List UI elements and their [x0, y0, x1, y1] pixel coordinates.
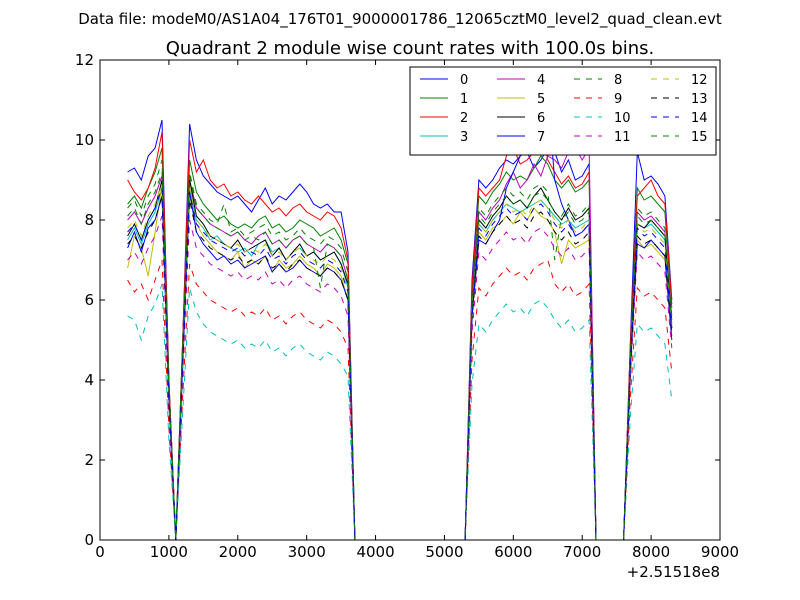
legend-box — [409, 66, 717, 156]
x-tick-label: 2000 — [219, 543, 257, 561]
y-tick-label: 12 — [75, 51, 94, 69]
y-tick-label: 4 — [84, 371, 94, 389]
series-line-15 — [127, 171, 673, 540]
y-tick-label: 6 — [84, 291, 94, 309]
series-line-9 — [127, 259, 673, 540]
legend-label-6: 6 — [537, 111, 545, 126]
chart-title: Quadrant 2 module wise count rates with … — [166, 38, 655, 59]
x-tick-label: 5000 — [425, 543, 463, 561]
legend-label-1: 1 — [460, 92, 468, 107]
series-line-3 — [127, 187, 673, 540]
legend-label-9: 9 — [614, 92, 622, 107]
legend-label-11: 11 — [614, 130, 631, 145]
legend-label-7: 7 — [537, 130, 545, 145]
legend-label-15: 15 — [691, 130, 708, 145]
legend-label-5: 5 — [537, 92, 545, 107]
series-line-12 — [127, 183, 673, 540]
y-tick-label: 8 — [84, 211, 94, 229]
series-line-2 — [127, 127, 673, 540]
y-tick-label: 10 — [75, 131, 94, 149]
x-tick-label: 4000 — [356, 543, 394, 561]
x-tick-label: 0 — [95, 543, 105, 561]
series-layer — [127, 95, 673, 540]
x-tick-label: 1000 — [150, 543, 188, 561]
series-line-0 — [127, 119, 673, 540]
legend-label-3: 3 — [460, 130, 468, 145]
series-line-11 — [127, 215, 673, 540]
series-line-7 — [127, 95, 673, 540]
x-tick-label: 6000 — [494, 543, 532, 561]
series-line-13 — [127, 195, 673, 540]
series-line-8 — [127, 159, 673, 540]
x-offset-label: +2.51518e8 — [627, 563, 720, 581]
x-tick-label: 7000 — [563, 543, 601, 561]
legend-label-2: 2 — [460, 111, 468, 126]
x-tick-label: 9000 — [701, 543, 739, 561]
legend-label-10: 10 — [614, 111, 631, 126]
series-line-10 — [127, 283, 673, 540]
legend-label-8: 8 — [614, 73, 622, 88]
legend-label-14: 14 — [691, 111, 708, 126]
axis-ticks: 0 1000 2000 3000 4000 5000 6000 7000 8000 9000 0 2 4… — [75, 51, 739, 561]
legend-label-12: 12 — [691, 73, 708, 88]
y-tick-label: 0 — [84, 531, 94, 549]
legend-label-4: 4 — [537, 73, 545, 88]
y-tick-label: 2 — [84, 451, 94, 469]
x-tick-label: 3000 — [288, 543, 326, 561]
legend-label-0: 0 — [460, 73, 468, 88]
legend-label-13: 13 — [691, 92, 708, 107]
x-tick-label: 8000 — [632, 543, 670, 561]
data-file-caption: Data file: modeM0/AS1A04_176T01_90000017… — [78, 10, 722, 29]
